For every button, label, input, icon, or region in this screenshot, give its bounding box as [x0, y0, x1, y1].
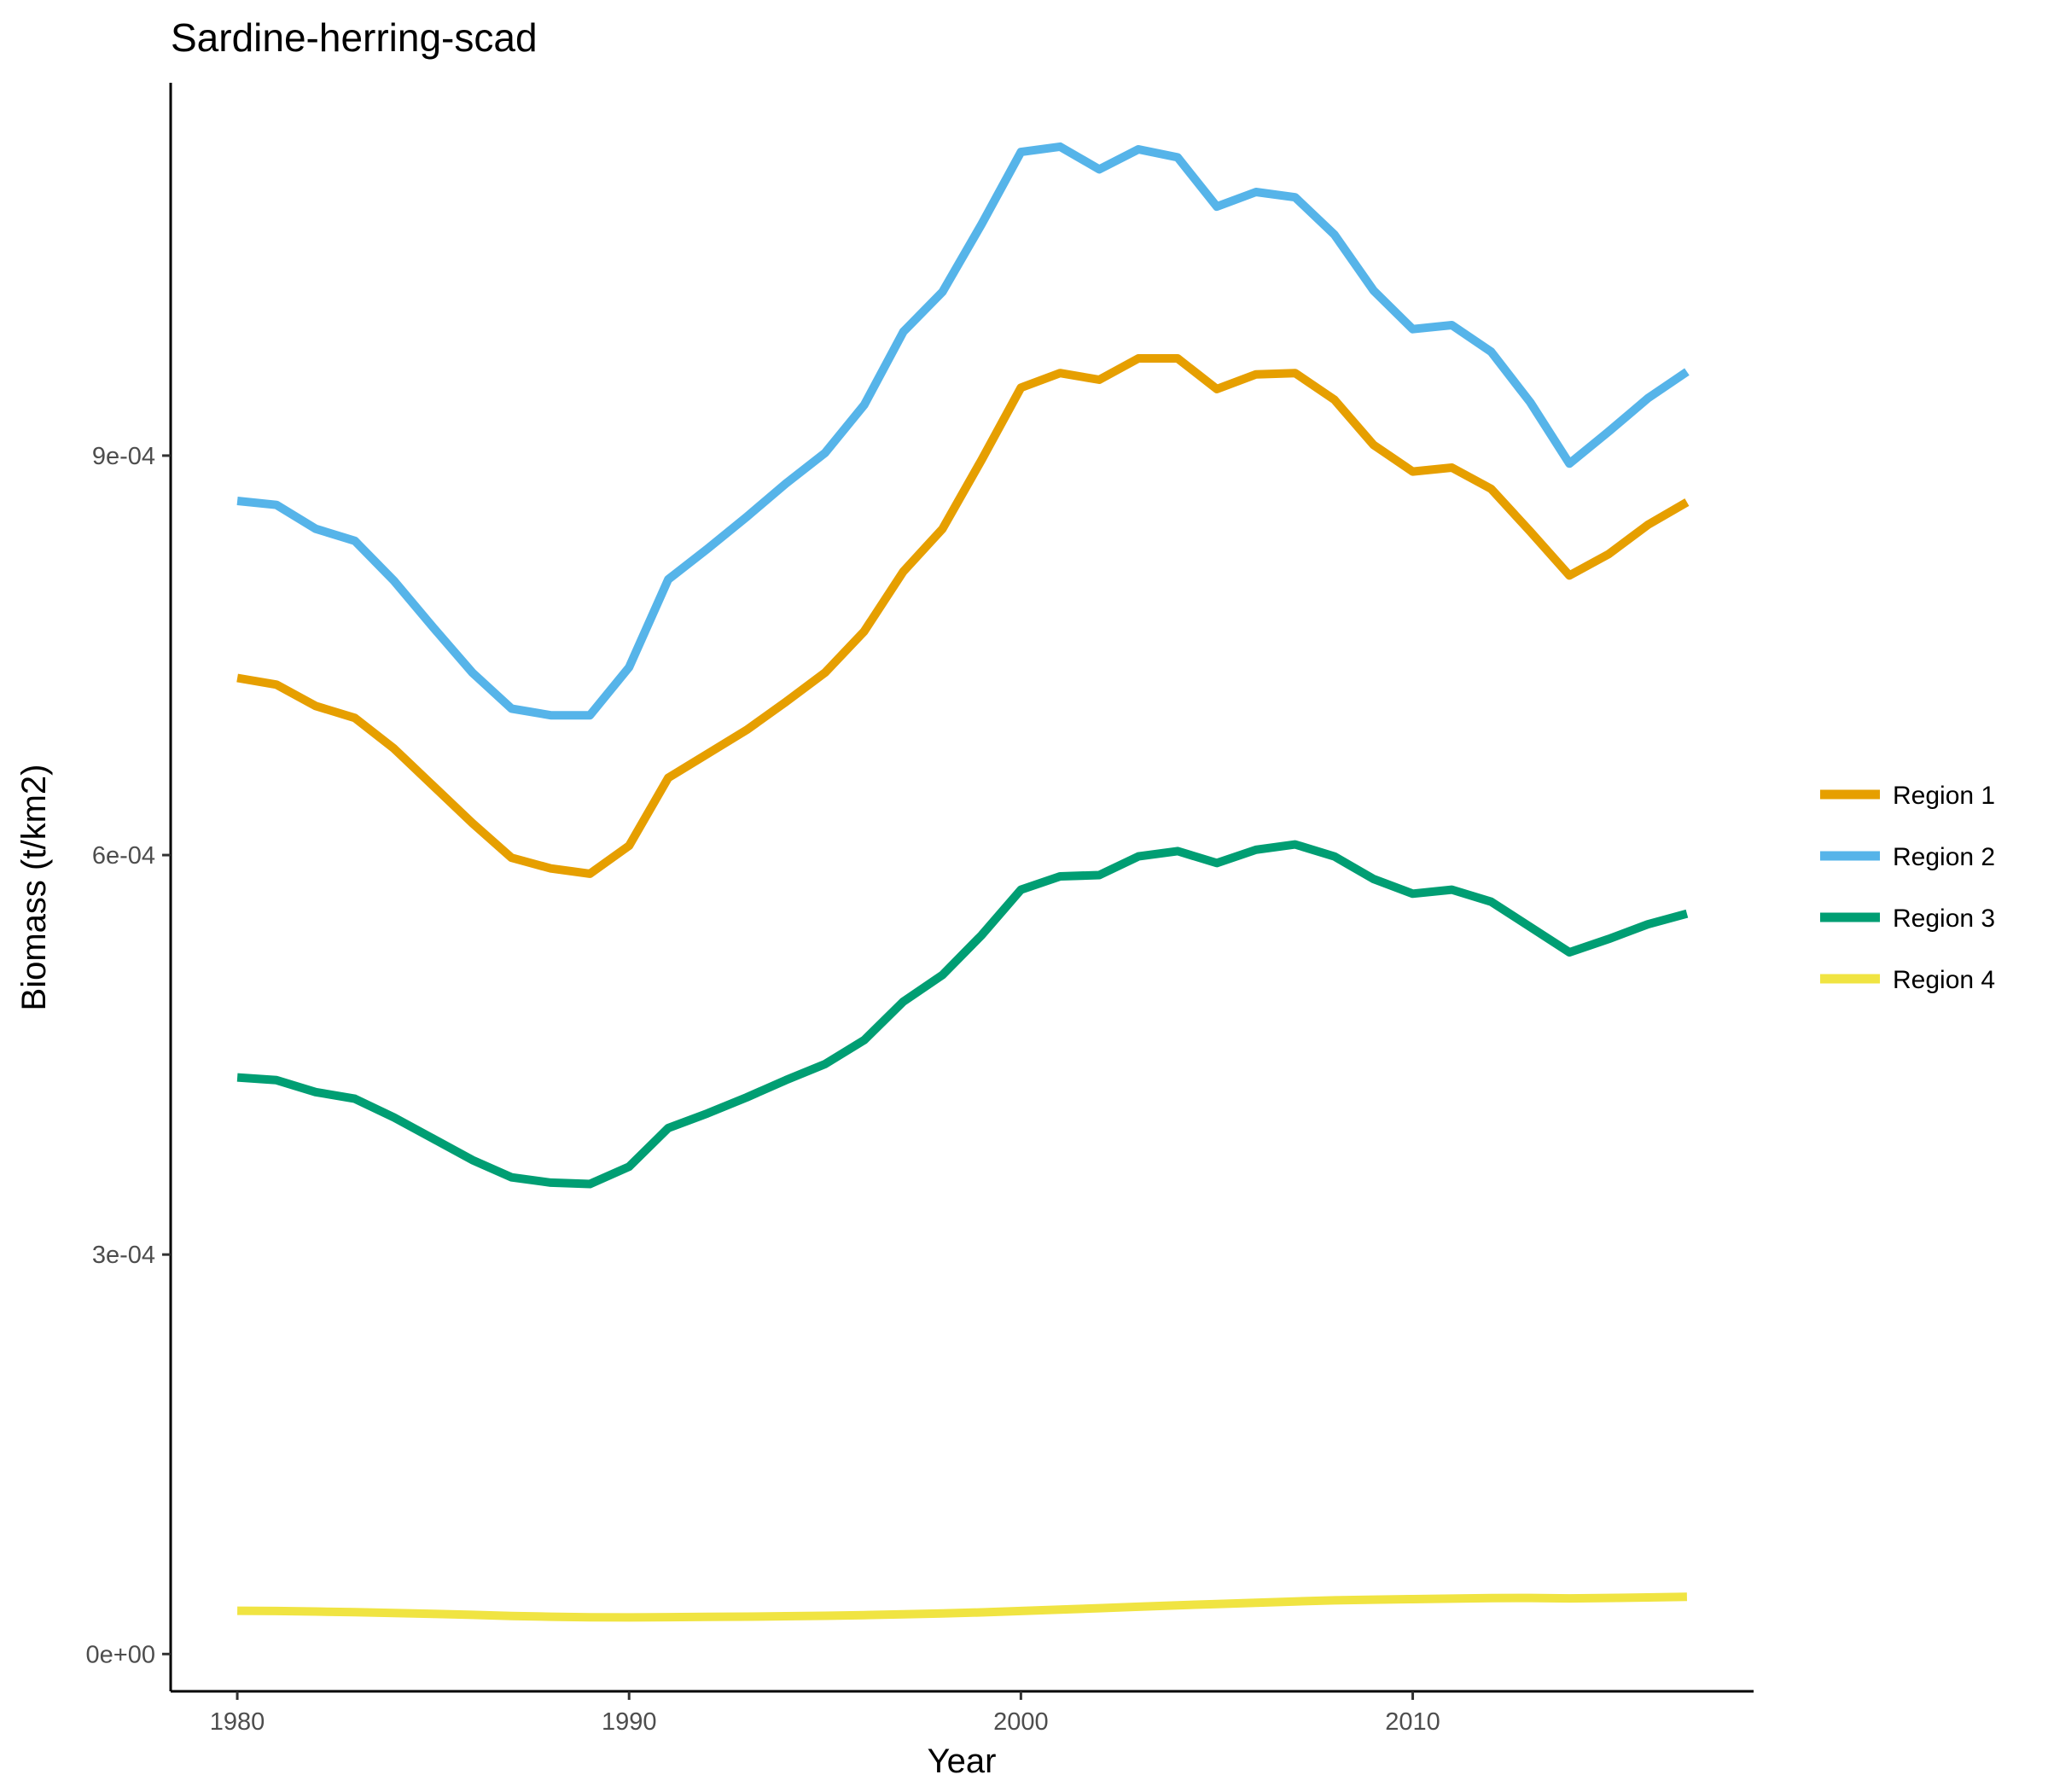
y-tick-label: 3e-04 — [92, 1242, 155, 1269]
y-tick-label: 0e+00 — [86, 1641, 155, 1668]
series-line-region-2 — [236, 142, 1690, 720]
legend-label-region-1: Region 1 — [1893, 782, 1995, 810]
legend-label-region-4: Region 4 — [1893, 966, 1995, 994]
x-tick-label: 1980 — [210, 1708, 265, 1736]
x-tick-label: 1990 — [602, 1708, 657, 1736]
plot-area — [236, 142, 1690, 1622]
series-line-region-3 — [236, 840, 1689, 1189]
y-tick-label: 9e-04 — [92, 443, 155, 470]
y-axis-title: Biomass (t/km2) — [15, 765, 53, 1011]
series-line-region-4 — [237, 1592, 1687, 1622]
chart-title: Sardine-herring-scad — [171, 15, 538, 60]
legend: Region 1 Region 2 Region 3 Region 4 — [1820, 782, 1995, 994]
legend-label-region-3: Region 3 — [1893, 905, 1995, 933]
x-tick-label: 2010 — [1385, 1708, 1440, 1736]
series-line-region-1 — [236, 354, 1690, 878]
x-axis-title: Year — [928, 1743, 997, 1780]
x-tick-label: 2000 — [993, 1708, 1049, 1736]
x-axis-ticks: 1980 1990 2000 2010 — [210, 1691, 1440, 1736]
y-tick-label: 6e-04 — [92, 842, 155, 870]
y-axis-ticks: 0e+00 3e-04 6e-04 9e-04 — [86, 443, 171, 1668]
legend-label-region-2: Region 2 — [1893, 843, 1995, 871]
